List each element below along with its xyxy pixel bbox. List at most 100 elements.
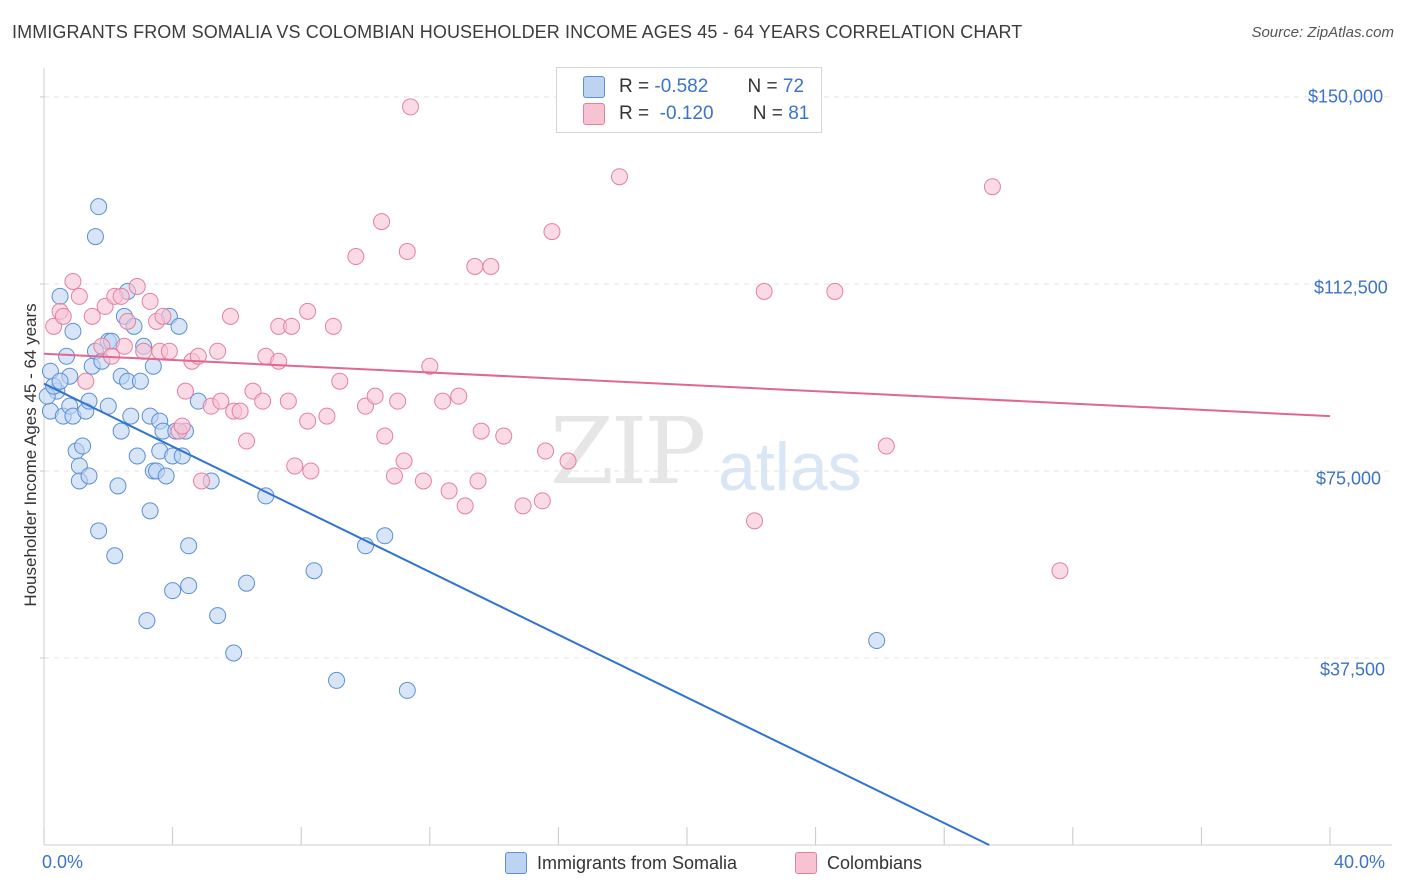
source-label: Source: ZipAtlas.com — [1251, 24, 1394, 41]
somalia-point — [138, 612, 156, 630]
somalia-point — [144, 357, 162, 375]
somalia-point — [106, 547, 124, 565]
somalia-point — [180, 577, 198, 595]
somalia-point — [868, 632, 886, 650]
colombia-point — [176, 382, 194, 400]
r-value: -0.582 — [654, 76, 709, 97]
colombia-point — [482, 257, 500, 275]
colombia-point — [414, 472, 432, 490]
colombia-point — [77, 372, 95, 390]
somalia-point — [109, 477, 127, 495]
colombia-point — [440, 482, 458, 500]
somalia-point — [80, 467, 98, 485]
x-tick-label: 40.0% — [1334, 852, 1386, 872]
legend-item-colombians[interactable]: Colombians — [795, 852, 922, 874]
colombia-point — [495, 427, 513, 445]
colombia-point — [193, 472, 211, 490]
legend-label: Immigrants from Somalia — [537, 852, 738, 873]
colombia-point — [279, 392, 297, 410]
n-label: N = — [752, 103, 783, 124]
somalia-point — [51, 372, 69, 390]
somalia-point — [131, 372, 149, 390]
colombia-point — [54, 307, 72, 325]
colombia-point — [64, 272, 82, 290]
colombia-point — [533, 492, 551, 510]
r-label: R = — [619, 103, 650, 124]
colombia-point — [421, 357, 439, 375]
y-tick-label: $37,500 — [1320, 659, 1386, 680]
r-value: -0.120 — [659, 103, 714, 124]
n-label: N = — [747, 76, 778, 97]
correlation-legend: R = -0.582 N = 72 R = -0.120 N = 81 — [556, 67, 822, 133]
colombia-point — [115, 337, 133, 355]
colombia-point — [1051, 562, 1069, 580]
colombia-swatch — [795, 852, 817, 874]
colombia-point — [469, 472, 487, 490]
colombia-point — [434, 392, 452, 410]
somalia-point — [141, 502, 159, 520]
colombia-point — [877, 437, 895, 455]
colombia-point — [270, 352, 288, 370]
colombia-point — [112, 287, 130, 305]
colombia-point — [559, 452, 577, 470]
somalia-point — [90, 198, 108, 216]
colombia-point — [466, 257, 484, 275]
colombia-point — [318, 407, 336, 425]
colombia-point — [402, 98, 420, 116]
somalia-point — [225, 644, 243, 662]
colombia-point — [755, 282, 773, 300]
somalia-point — [398, 681, 416, 699]
chart-title: IMMIGRANTS FROM SOMALIA VS COLOMBIAN HOU… — [12, 22, 1023, 42]
legend-row-somalia: R = -0.582 N = 72 — [583, 74, 804, 100]
somalia-swatch — [583, 76, 605, 98]
colombia-point — [385, 467, 403, 485]
x-tick-label: 0.0% — [42, 852, 84, 872]
colombia-point — [366, 387, 384, 405]
colombia-swatch — [583, 103, 605, 125]
colombia-point — [543, 223, 561, 241]
colombia-point — [746, 512, 764, 530]
legend-row-colombia: R = -0.120 N = 81 — [583, 101, 809, 127]
colombia-point — [135, 342, 153, 360]
colombia-point — [286, 457, 304, 475]
colombia-point — [514, 497, 532, 515]
colombia-point — [472, 422, 490, 440]
colombia-point — [221, 307, 239, 325]
somalia-point — [86, 228, 104, 246]
n-value: 72 — [782, 76, 805, 97]
somalia-swatch — [505, 852, 527, 874]
watermark-zip: ZIP — [550, 398, 706, 505]
somalia-point — [74, 437, 92, 455]
colombia-point — [373, 213, 391, 231]
colombia-point — [983, 178, 1001, 196]
n-value: 81 — [788, 103, 810, 124]
colombia-point — [331, 372, 349, 390]
colombia-point — [83, 307, 101, 325]
colombia-point — [231, 402, 249, 420]
colombia-point — [389, 392, 407, 410]
colombia-point — [450, 387, 468, 405]
somalia-point — [170, 317, 188, 335]
somalia-point — [112, 422, 130, 440]
y-tick-label: $75,000 — [1316, 468, 1382, 489]
colombia-point — [238, 432, 256, 450]
somalia-point — [64, 322, 82, 340]
somalia-trend-line — [43, 382, 990, 846]
colombia-point — [347, 248, 365, 266]
colombia-point — [119, 312, 137, 330]
colombia-point — [254, 392, 272, 410]
somalia-point — [376, 527, 394, 545]
somalia-point — [238, 574, 256, 592]
y-tick-label: $112,500 — [1314, 277, 1388, 298]
legend-label: Colombians — [827, 852, 923, 873]
colombia-point — [283, 317, 301, 335]
somalia-point — [90, 522, 108, 540]
somalia-point — [180, 537, 198, 555]
watermark-atlas: atlas — [718, 429, 862, 505]
colombia-point — [160, 342, 178, 360]
legend-item-somalia[interactable]: Immigrants from Somalia — [505, 852, 737, 874]
colombia-trend-line — [43, 352, 1331, 418]
colombia-point — [212, 392, 230, 410]
colombia-point — [141, 292, 159, 310]
